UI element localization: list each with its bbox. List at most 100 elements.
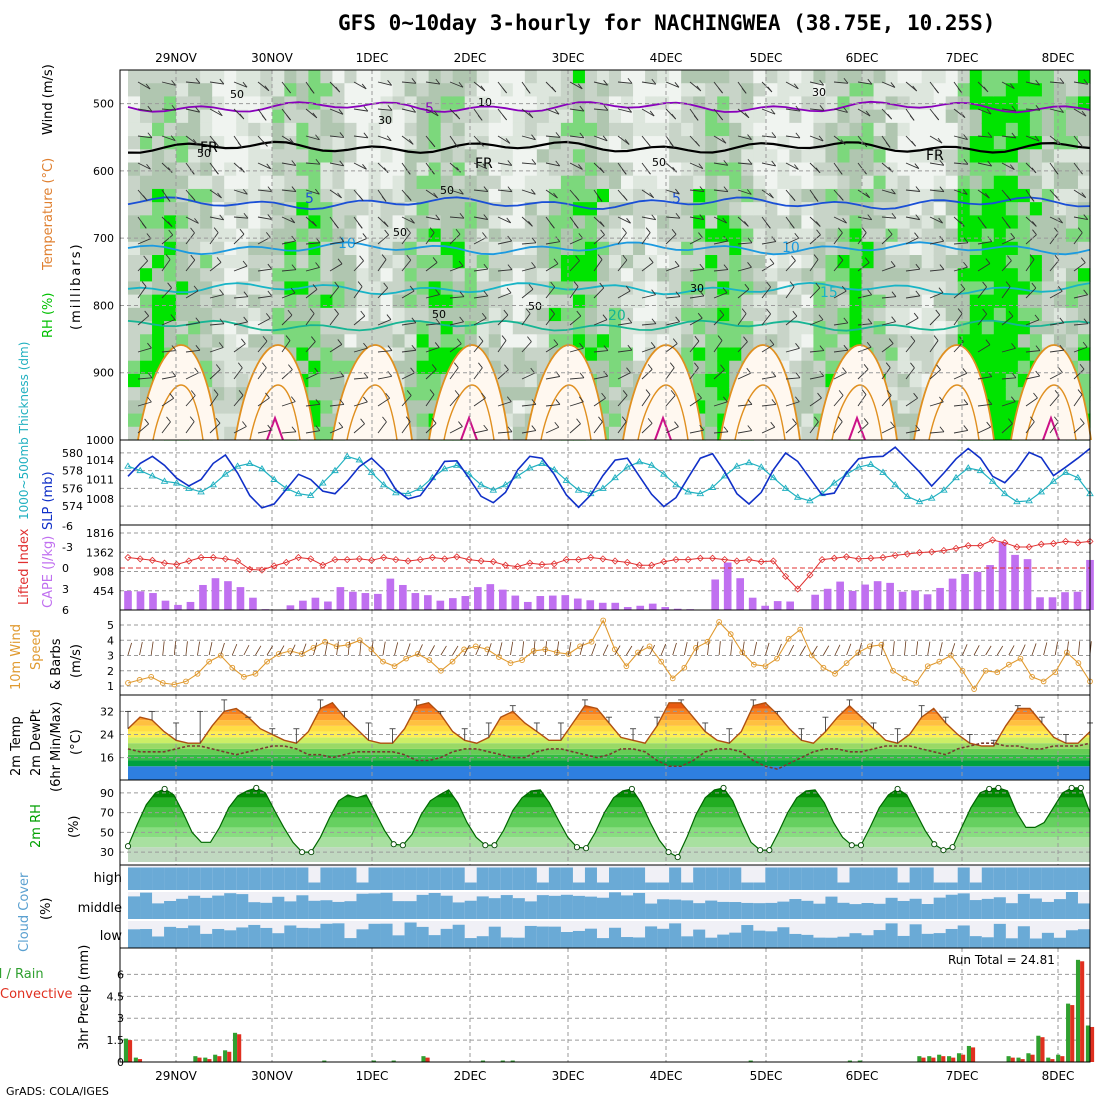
rh-cell [224, 281, 237, 296]
wind-barb-10m [452, 645, 459, 656]
wind-barb [857, 216, 872, 221]
wind-barb [497, 135, 511, 144]
wind-barb-flag [986, 421, 992, 428]
rh-cell [657, 149, 670, 164]
rh-point [757, 847, 764, 854]
wind-barb [257, 295, 272, 299]
wind-barb [305, 162, 320, 165]
rh-cell [825, 70, 839, 84]
rh-cell [272, 70, 285, 84]
cloud-cell [260, 927, 273, 948]
ylabel-rh-unit: (%) [67, 816, 82, 839]
rh-cell [596, 347, 610, 362]
cloud-cell [248, 867, 261, 890]
rh-cell [284, 268, 297, 283]
rh-cell [981, 228, 995, 243]
rh-cell [536, 83, 550, 98]
cloud-cell [933, 882, 947, 890]
wind-barb-flag [819, 370, 825, 377]
rh-cell [308, 400, 321, 415]
wind-barb-flag [337, 192, 342, 199]
wind-barb-10m [915, 641, 919, 656]
wind-barb-10m [776, 643, 782, 656]
rh-cell [224, 334, 237, 349]
wind-barb-10m [753, 641, 758, 656]
wind-barb-flag [216, 257, 222, 263]
wind-barb-flag [669, 142, 675, 148]
rh-cell [416, 426, 430, 441]
rh-cell [428, 347, 442, 362]
rh-cell [669, 307, 682, 322]
cloud-cell [536, 895, 550, 919]
rh-cell [957, 149, 971, 164]
cape-bar [124, 590, 132, 610]
precip-conv-bar [921, 1057, 926, 1062]
rh-cell [416, 360, 430, 375]
cape-bar [736, 578, 745, 610]
rh-cell [260, 321, 273, 335]
wind-barb [449, 265, 464, 272]
wind-barb [785, 81, 799, 90]
thickness-point [1061, 468, 1070, 475]
rh-cell [849, 307, 863, 322]
rh-cell [993, 387, 1007, 401]
rh-cell [536, 215, 550, 230]
cloud-cell [368, 923, 382, 948]
rh-cell [969, 268, 983, 283]
wind-barb [1049, 372, 1063, 380]
rh-cell [1017, 294, 1031, 309]
rh-cell [572, 149, 586, 164]
thickness-point [172, 479, 181, 486]
rh-cell [861, 162, 875, 177]
wind-barb-flag [699, 263, 705, 270]
precip-conv-bar [1080, 961, 1085, 1062]
wind-barb-flag [530, 189, 536, 195]
rh-cell [945, 149, 959, 164]
rh-cell [801, 360, 815, 375]
rh-cell [873, 215, 887, 230]
wind-barb-10m [834, 644, 841, 656]
date-label-top: 5DEC [750, 51, 783, 65]
wind-speed-point [959, 667, 966, 674]
wind-barb-flag [645, 389, 651, 395]
rh-cell [633, 294, 646, 309]
wind-barb-flag [430, 141, 436, 148]
wind-barb-flag [647, 418, 653, 424]
wind-barb-flag [237, 362, 243, 369]
rh-cell [1005, 334, 1019, 349]
rh-cell [801, 149, 815, 164]
wind-barb-flag [1059, 344, 1065, 351]
wind-barb-flag [406, 254, 412, 261]
wind-barb-flag [219, 318, 225, 325]
rh-cell [1029, 241, 1043, 256]
wind-barb-flag [938, 287, 944, 293]
rh-cell [753, 70, 766, 84]
rh-cell [1065, 334, 1079, 349]
wind-barb [329, 313, 339, 326]
cloud-cell [993, 867, 1007, 890]
wind-barb-flag [719, 309, 725, 316]
wind-barb [809, 81, 824, 86]
wind-barb [977, 376, 992, 380]
rh-cell [524, 175, 538, 190]
rh-cell [825, 360, 839, 375]
rh-cell [729, 307, 742, 322]
rh-cell [897, 122, 911, 137]
rh-cell [657, 109, 670, 124]
rh-cell [164, 188, 177, 203]
wind-barb-flag [315, 399, 321, 405]
wind-barb [521, 372, 535, 380]
rh-cell [152, 149, 165, 164]
wind-barb-flag [285, 335, 291, 341]
cloud-cell [224, 930, 237, 948]
rh-cell [320, 188, 334, 203]
wind-barb [1073, 368, 1085, 380]
rh-cell [428, 136, 442, 150]
rh-cell [1077, 109, 1091, 124]
cloud-cell [272, 933, 285, 948]
rh-cell [609, 136, 622, 150]
precip-conv-bar [961, 1054, 966, 1062]
rh-cell [560, 188, 574, 203]
wind-barb [281, 401, 296, 407]
